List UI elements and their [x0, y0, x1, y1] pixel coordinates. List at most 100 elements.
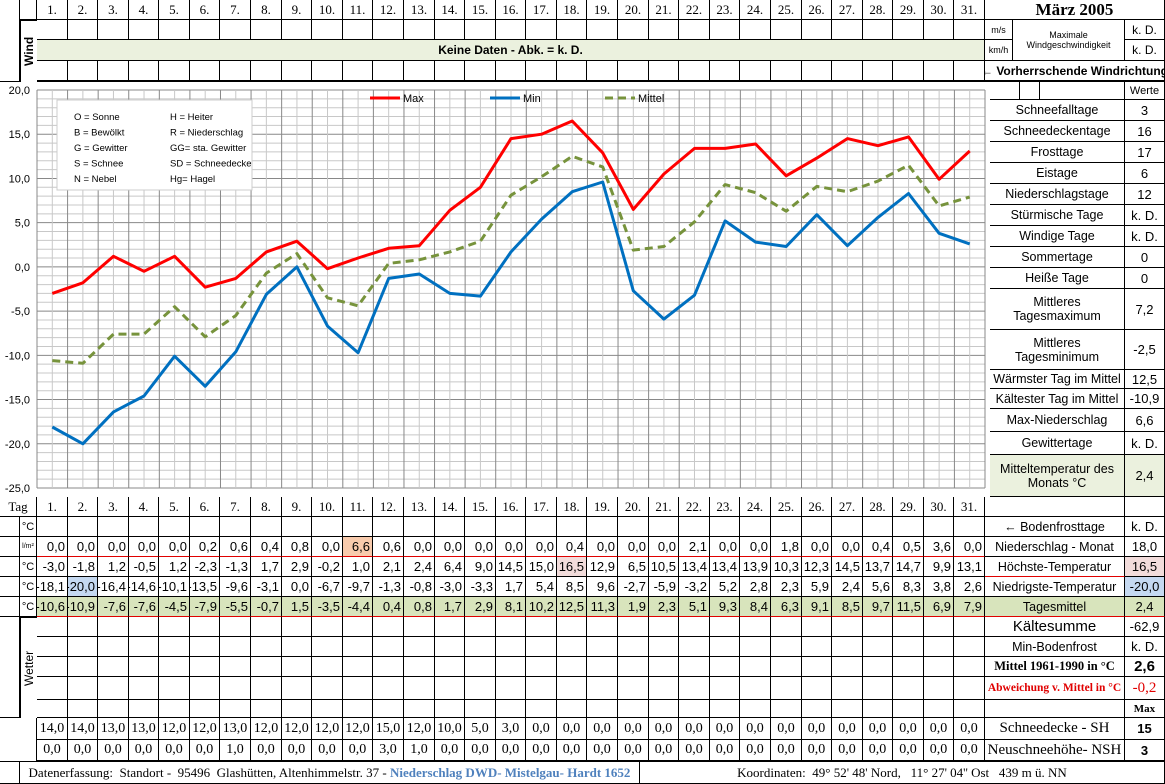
tag-label: Tag: [0, 497, 37, 517]
day-header: 22.: [679, 0, 710, 20]
day-header: 24.: [740, 0, 771, 20]
weather-cell: [251, 657, 282, 677]
mean-temp-cell: 8,5: [832, 597, 863, 617]
weather-cell: [465, 677, 496, 700]
day-header: 23.: [710, 497, 740, 517]
weather-cell: [832, 657, 863, 677]
precip-cell: 0,6: [220, 537, 251, 557]
day-header: 12.: [373, 497, 404, 517]
weather-cell: [373, 637, 404, 657]
weather-cell: [129, 617, 159, 637]
day-header: 5.: [159, 0, 190, 20]
max-temp-cell: 2,4: [404, 557, 435, 577]
wind-cell: [37, 61, 68, 82]
new-snow-cell: 0,0: [435, 740, 465, 762]
summary-label: Niederschlag - Monat: [985, 537, 1125, 557]
precip-cell: 0,4: [863, 537, 893, 557]
day-header: 30.: [924, 0, 954, 20]
weather-cell: [465, 657, 496, 677]
mean-temp-cell: -5,5: [220, 597, 251, 617]
day-header: 6.: [190, 497, 220, 517]
max-temp-cell: -0,2: [312, 557, 343, 577]
day-header: 28.: [863, 497, 893, 517]
soil-frost-cell: [465, 517, 496, 537]
precip-cell: 0,4: [251, 537, 282, 557]
snow-depth-cell: 12,0: [282, 718, 312, 740]
wind-cell: [863, 61, 893, 82]
mean-temp-cell: 9,7: [863, 597, 893, 617]
abbreviation-legend-entry: Hg= Hagel: [170, 174, 215, 185]
day-header: 3.: [98, 497, 129, 517]
weather-cell: [37, 677, 68, 700]
snow-depth-cell: 12,0: [159, 718, 190, 740]
soil-frost-cell: [557, 517, 587, 537]
max-temp-cell: 14,7: [893, 557, 924, 577]
wind-cell: [618, 20, 649, 40]
wind-cell: [159, 61, 190, 82]
wind-cell: [710, 20, 740, 40]
precip-cell: 0,8: [282, 537, 312, 557]
day-header: 7.: [220, 497, 251, 517]
max-wind-ms-value: k. D.: [1125, 20, 1165, 40]
day-header: 13.: [404, 0, 435, 20]
weather-cell: [68, 617, 98, 637]
new-snow-cell: 0,0: [710, 740, 740, 762]
min-temp-cell: 8,5: [557, 577, 587, 597]
mean-temp-cell: 9,3: [710, 597, 740, 617]
wind-label: Wind: [20, 20, 37, 82]
wind-cell: [465, 20, 496, 40]
summary-label: [985, 700, 1125, 718]
wind-cell: [679, 61, 710, 82]
day-header: 18.: [557, 0, 587, 20]
weather-cell: [496, 700, 526, 718]
mean-temp-cell: 8,4: [740, 597, 771, 617]
mean-temp-cell: 2,9: [465, 597, 496, 617]
day-header: 1.: [37, 497, 68, 517]
stat-value: 6: [1125, 163, 1165, 184]
weather-cell: [557, 677, 587, 700]
y-tick-label: 15,0: [9, 129, 30, 141]
day-header: 19.: [587, 497, 618, 517]
snow-depth-cell: 15,0: [373, 718, 404, 740]
weather-cell: [404, 617, 435, 637]
day-header: 13.: [404, 497, 435, 517]
weather-cell: [802, 637, 832, 657]
abbreviation-legend-entry: B = Bewölkt: [74, 128, 125, 139]
day-header: 27.: [832, 0, 863, 20]
weather-cell: [435, 657, 465, 677]
new-snow-cell: 0,0: [159, 740, 190, 762]
precip-cell: 0,0: [832, 537, 863, 557]
soil-frost-cell: [496, 517, 526, 537]
wind-cell: [129, 61, 159, 82]
weather-cell: [863, 700, 893, 718]
weather-cell: [832, 617, 863, 637]
day-header: 31.: [954, 497, 985, 517]
weather-cell: [832, 700, 863, 718]
mean-temp-cell: 10,2: [526, 597, 557, 617]
soil-frost-cell: [954, 517, 985, 537]
max-temp-cell: 1,7: [251, 557, 282, 577]
weather-cell: [832, 677, 863, 700]
summary-label: Mittel 1961-1990 in °C: [985, 657, 1125, 677]
weather-cell: [954, 637, 985, 657]
row-blank: [0, 617, 20, 718]
weather-cell: [435, 617, 465, 637]
day-header: 28.: [863, 0, 893, 20]
wind-cell: [649, 20, 679, 40]
new-snow-cell: 0,0: [618, 740, 649, 762]
weather-cell: [37, 700, 68, 718]
mean-temp-cell: 9,1: [802, 597, 832, 617]
soil-frost-cell: [526, 517, 557, 537]
min-temp-cell: -0,8: [404, 577, 435, 597]
abbreviation-legend-entry: H = Heiter: [170, 112, 213, 123]
wind-cell: [404, 61, 435, 82]
row-blank: [0, 718, 37, 762]
corner-blank: [0, 0, 20, 82]
snow-depth-cell: 0,0: [924, 718, 954, 740]
summary-label: Kältesumme: [985, 617, 1125, 637]
weather-cell: [251, 637, 282, 657]
max-temp-cell: 2,9: [282, 557, 312, 577]
min-temp-cell: 2,6: [954, 577, 985, 597]
snow-depth-cell: 12,0: [343, 718, 373, 740]
stat-value: -2,5: [1125, 330, 1165, 370]
